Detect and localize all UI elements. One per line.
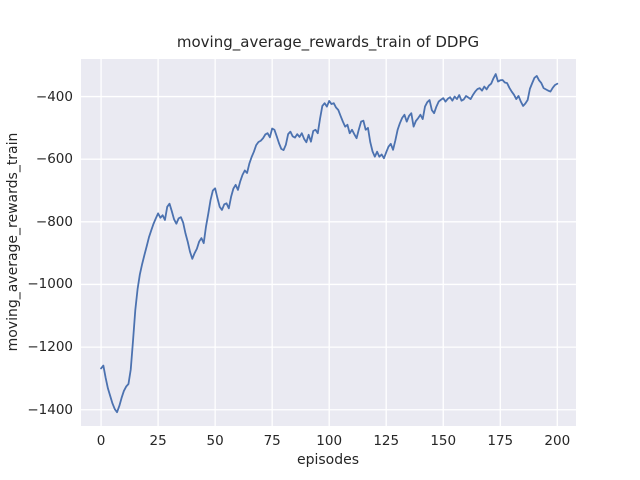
- y-tick-label: −600: [35, 151, 73, 168]
- x-tick-label: 50: [206, 433, 224, 449]
- y-tick-label: −400: [35, 88, 73, 105]
- y-tick-label: −800: [35, 213, 73, 230]
- y-tick-label: −1200: [27, 339, 73, 356]
- y-axis-label: moving_average_rewards_train: [5, 132, 21, 352]
- reward-line: [100, 73, 559, 414]
- x-tick-label: 100: [316, 433, 343, 449]
- x-tick-label: 75: [263, 433, 281, 449]
- x-tick-label: 175: [487, 433, 514, 449]
- x-axis-label: episodes: [296, 452, 360, 468]
- chart-title: moving_average_rewards_train of DDPG: [176, 33, 480, 51]
- x-tick-label: 150: [430, 433, 457, 449]
- x-tick-label: 25: [149, 433, 167, 449]
- x-tick-label: 125: [373, 433, 400, 449]
- y-tick-label: −1400: [27, 401, 73, 418]
- plot-area-background: [81, 59, 576, 426]
- y-tick-label: −1000: [27, 276, 73, 293]
- x-tick-label: 0: [96, 433, 106, 449]
- x-tick-label: 200: [544, 433, 571, 449]
